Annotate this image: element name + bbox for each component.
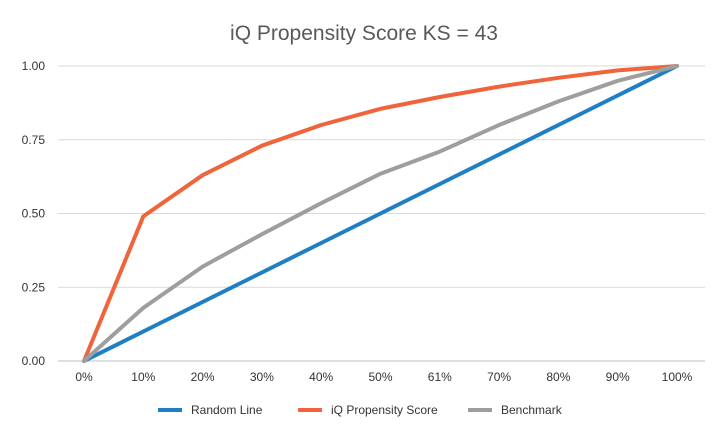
y-tick-label: 0.25 (22, 280, 46, 294)
x-tick-label: 80% (546, 370, 570, 384)
series-line-iq-propensity-score (82, 64, 679, 363)
legend-label-random-line: Random Line (191, 403, 263, 417)
x-tick-label: 50% (368, 370, 392, 384)
x-tick-label: 10% (131, 370, 155, 384)
x-tick-label: 0% (75, 370, 93, 384)
y-tick-label: 0.50 (22, 207, 46, 221)
series-layer (82, 64, 679, 363)
x-axis-ticks: 0% 10% 20% 30% 40% 50% 61% 70% 80% 90% 100% (75, 370, 692, 384)
y-tick-label: 1.00 (22, 59, 46, 73)
y-tick-label: 0.75 (22, 133, 46, 147)
x-tick-label: 90% (606, 370, 630, 384)
x-tick-label: 20% (191, 370, 215, 384)
legend-label-iq-propensity-score: iQ Propensity Score (331, 403, 438, 417)
x-tick-label: 40% (309, 370, 333, 384)
x-tick-label: 30% (250, 370, 274, 384)
series-line-random-line (82, 64, 679, 363)
x-tick-label: 70% (487, 370, 511, 384)
y-axis-ticks: 0.00 0.25 0.50 0.75 1.00 (22, 59, 46, 368)
y-tick-label: 0.00 (22, 354, 46, 368)
series-line-benchmark (82, 64, 679, 363)
legend-label-benchmark: Benchmark (501, 403, 563, 417)
x-tick-label: 100% (662, 370, 693, 384)
chart-title: iQ Propensity Score KS = 43 (230, 22, 498, 45)
x-tick-label: 61% (428, 370, 452, 384)
legend: Random Line iQ Propensity Score Benchmark (158, 403, 563, 417)
